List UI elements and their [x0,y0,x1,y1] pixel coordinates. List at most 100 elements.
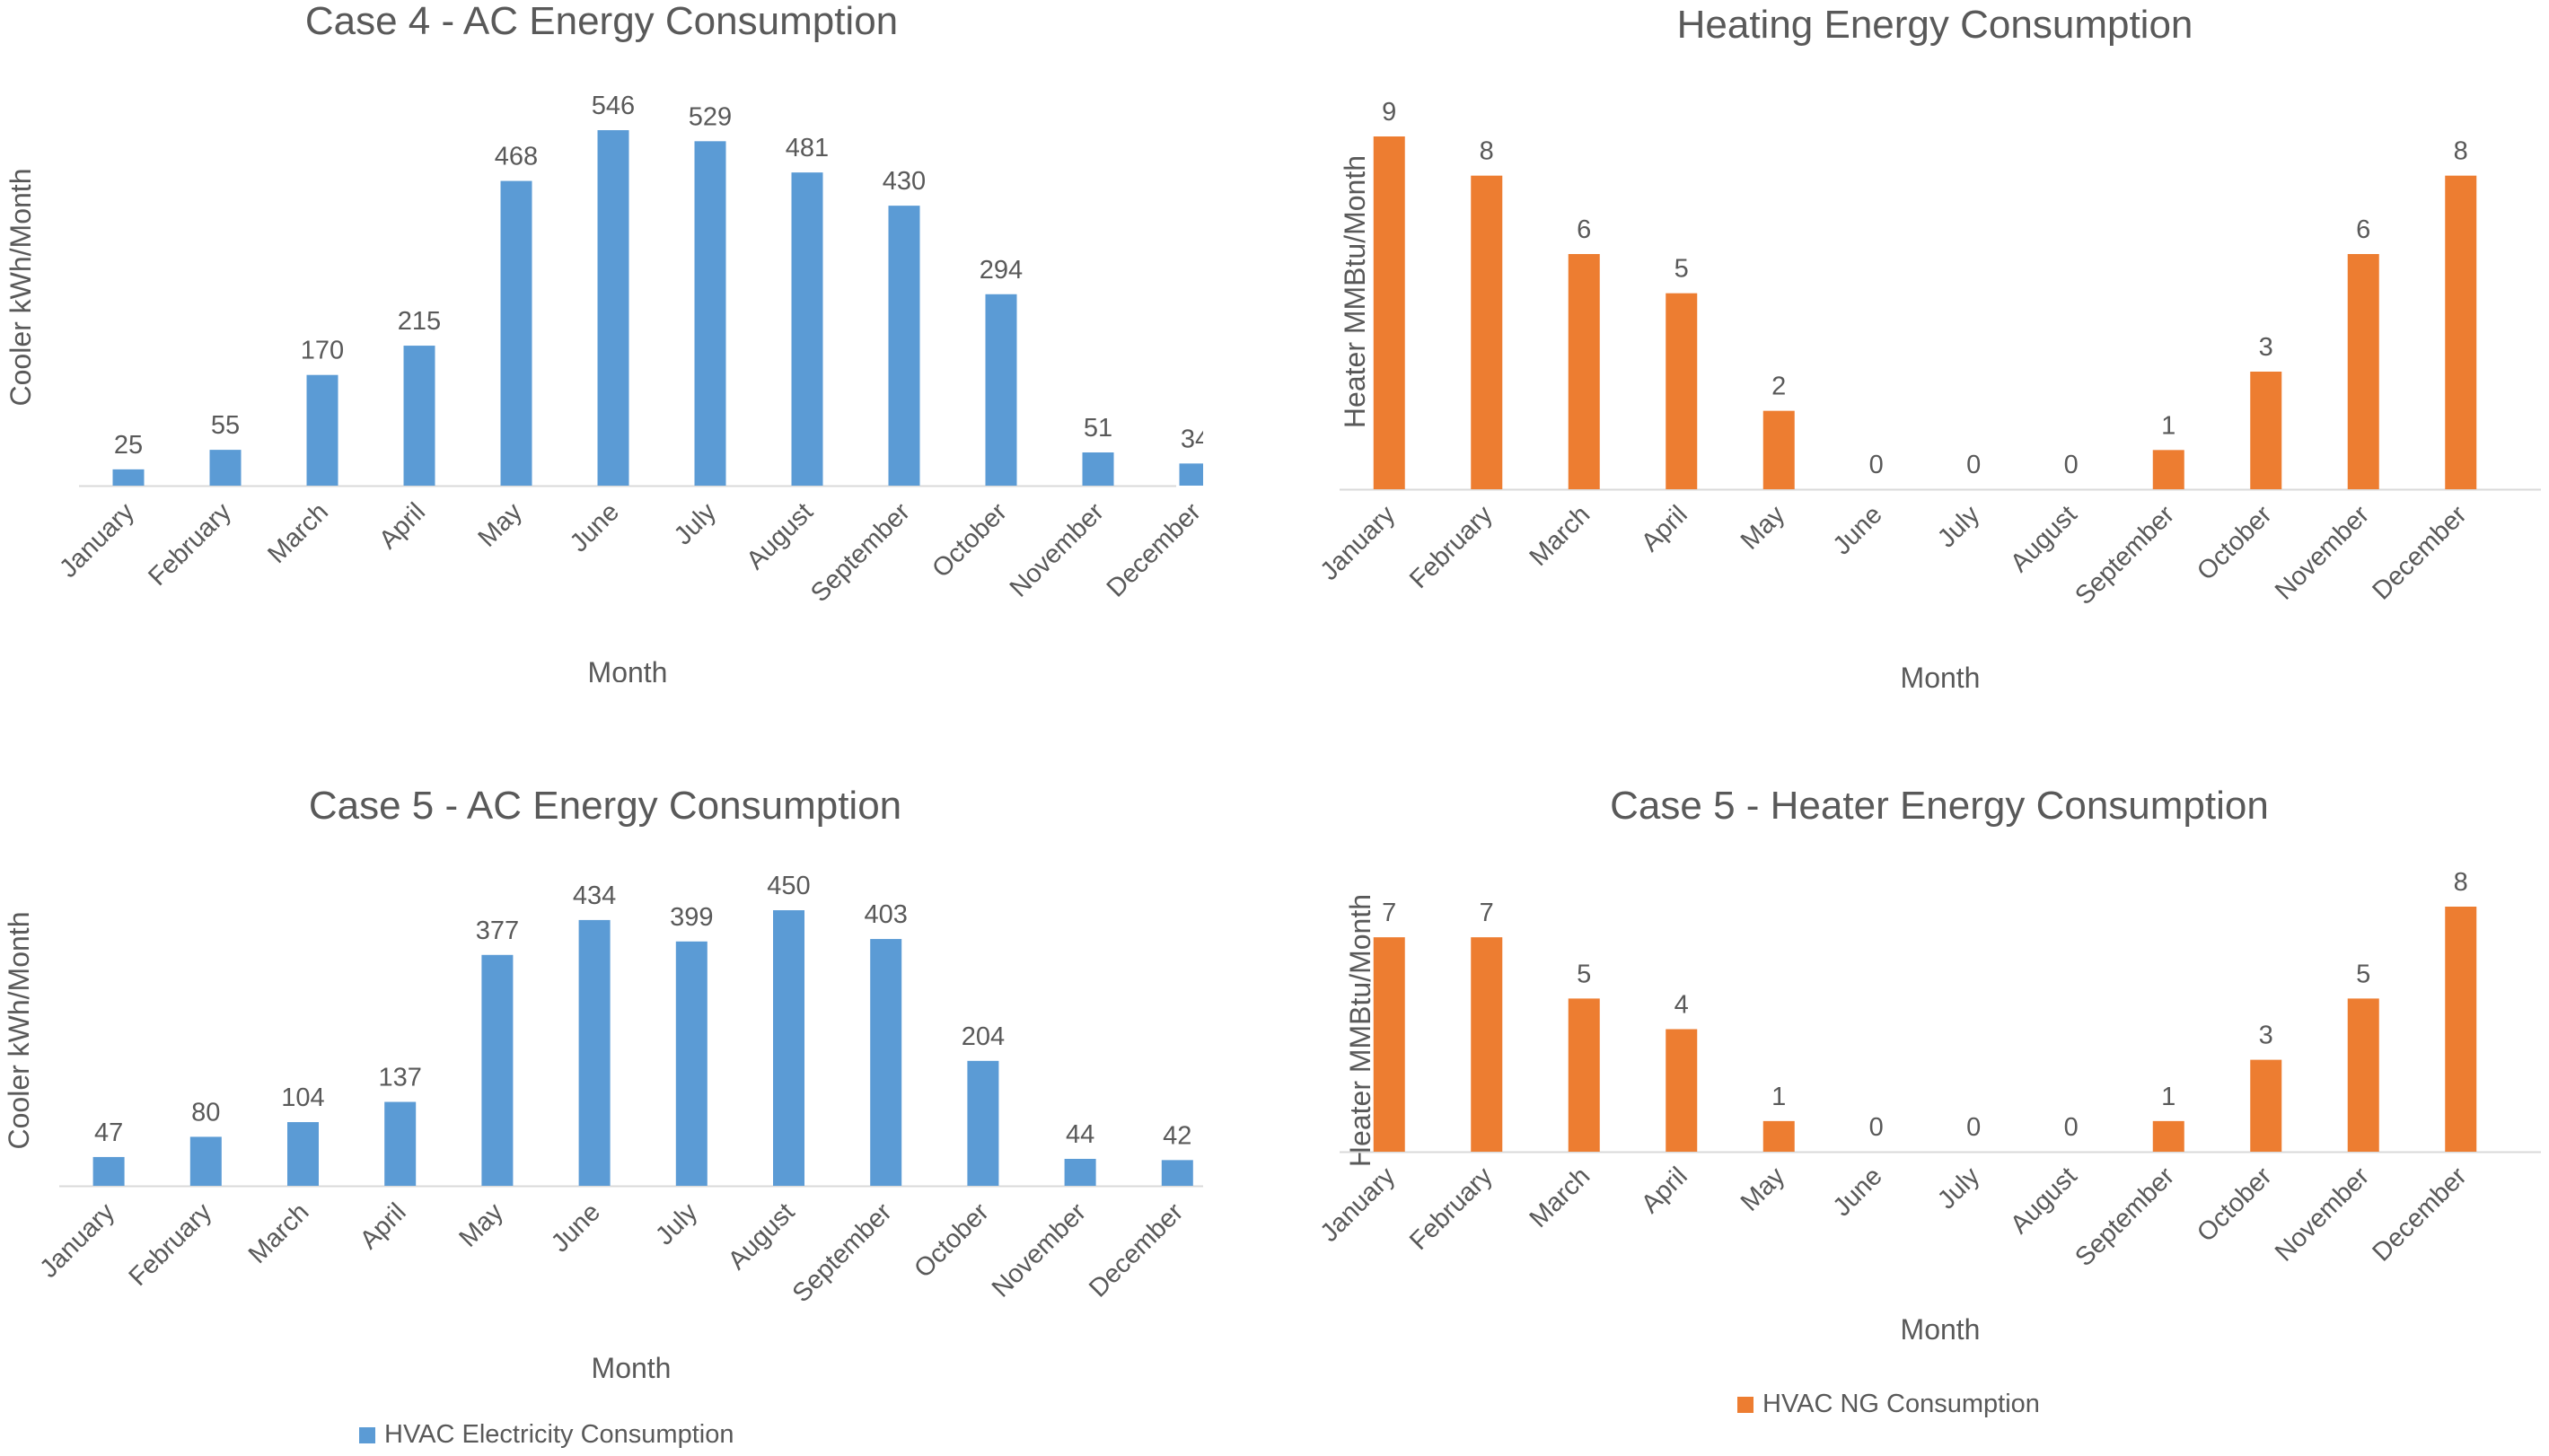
data-label: 468 [495,143,538,171]
x-tick-label: February [1404,500,1499,594]
case4-ac-chart: Case 4 - AC Energy Consumption Cooler kWh… [0,0,1203,682]
legend-ng: HVAC NG Consumption [1737,1390,2040,1419]
data-label: 55 [211,411,240,440]
legend-label-ng: HVAC NG Consumption [1762,1390,2040,1418]
bar-november [1082,452,1114,486]
x-tick-label: July [650,1197,703,1250]
x-tick-label: May [1736,500,1791,556]
x-tick-label: July [1932,1162,1985,1215]
data-label: 0 [1869,451,1884,479]
data-label: 1 [2161,1083,2175,1111]
data-label: 215 [398,307,441,336]
bar-october [2250,372,2282,489]
x-tick-label: December [2367,1162,2472,1267]
data-label: 25 [114,431,143,460]
x-tick-label: May [453,1197,509,1253]
case5-heater-chart: Case 5 - Heater Energy Consumption Heater… [1311,772,2549,1364]
x-tick-label: December [2367,500,2472,605]
x-tick-label: November [987,1197,1092,1303]
bar-february [209,450,242,486]
bar-february [1471,175,1503,489]
y-axis-label: Cooler kWh/Month [3,912,35,1150]
data-label: 3 [2259,1022,2273,1050]
x-tick-label: October [2192,1162,2278,1248]
bar-january [1373,937,1405,1152]
x-tick-label: June [546,1197,606,1258]
data-label: 3 [2259,333,2273,362]
data-label: 4 [1674,991,1689,1020]
bar-october [985,294,1017,486]
data-label: 9 [1382,98,1396,127]
x-tick-label: January [34,1197,120,1284]
x-axis-label: Month [1901,1313,1981,1346]
x-tick-label: September [787,1197,898,1308]
x-tick-label: June [1828,500,1888,560]
bar-december [1161,1160,1193,1186]
data-label: 80 [191,1098,220,1127]
data-label: 5 [1577,960,1591,988]
bar-december [2445,907,2477,1152]
x-tick-label: March [1525,500,1596,572]
data-label: 0 [1966,451,1981,479]
bar-december [1179,463,1203,486]
data-label: 42 [1163,1121,1191,1150]
data-label: 7 [1382,899,1396,927]
x-tick-label: March [262,497,334,569]
legend-electricity: HVAC Electricity Consumption [359,1420,734,1450]
heating-chart: Heating Energy Consumption Heater MMBtu/M… [1311,0,2549,700]
x-tick-label: February [124,1197,218,1292]
data-label: 450 [767,872,810,900]
x-tick-label: December [1102,497,1203,602]
chart-title: Case 5 - AC Energy Consumption [309,784,901,828]
bar-october [967,1060,999,1186]
data-label: 1 [1771,1083,1786,1111]
data-label: 8 [1480,137,1494,166]
bar-may [1762,1120,1795,1152]
x-tick-label: June [1828,1162,1888,1222]
x-tick-label: April [374,497,431,555]
x-tick-label: November [1005,497,1110,602]
data-label: 34 [1181,425,1203,453]
bar-july [694,141,726,487]
bar-june [597,130,629,486]
data-label: 44 [1066,1120,1094,1149]
bar-january [112,469,145,486]
bar-may [1762,410,1795,489]
x-tick-label: January [1315,1162,1402,1248]
case5-ac-chart: Case 5 - AC Energy Consumption Cooler kWh… [0,772,1203,1400]
data-label: 0 [2064,1113,2079,1142]
legend-label-electricity: HVAC Electricity Consumption [384,1420,734,1449]
data-label: 434 [573,881,616,910]
x-tick-label: February [1404,1162,1499,1256]
bar-july [675,941,708,1186]
data-label: 6 [1577,215,1591,244]
legend-swatch-electricity [359,1426,375,1443]
x-tick-label: September [805,497,916,608]
data-label: 5 [2356,960,2370,988]
data-label: 294 [980,256,1023,285]
x-tick-label: February [143,497,237,592]
data-label: 529 [689,102,732,131]
bar-march [287,1122,319,1186]
data-label: 481 [786,134,829,162]
x-tick-label: September [2070,1162,2180,1272]
data-label: 0 [1966,1113,1981,1142]
x-tick-label: April [1636,1162,1693,1219]
x-tick-label: August [2005,500,2082,577]
data-label: 546 [592,92,635,120]
chart-svg: Case 4 - AC Energy Consumption Cooler kWh… [4,0,1203,682]
bar-november [2347,998,2379,1152]
x-tick-label: August [723,1197,800,1275]
bar-april [1666,293,1698,489]
x-tick-label: May [473,497,529,553]
x-tick-label: June [565,497,625,557]
data-label: 8 [2454,868,2468,897]
chart-svg: Case 5 - AC Energy Consumption Cooler kWh… [3,784,1203,1384]
x-tick-label: August [2005,1162,2082,1239]
x-tick-label: April [355,1197,412,1255]
data-label: 1 [2161,411,2175,440]
bar-october [2250,1059,2282,1152]
data-label: 0 [2064,451,2079,479]
bar-may [481,954,514,1186]
bar-january [1373,136,1405,489]
